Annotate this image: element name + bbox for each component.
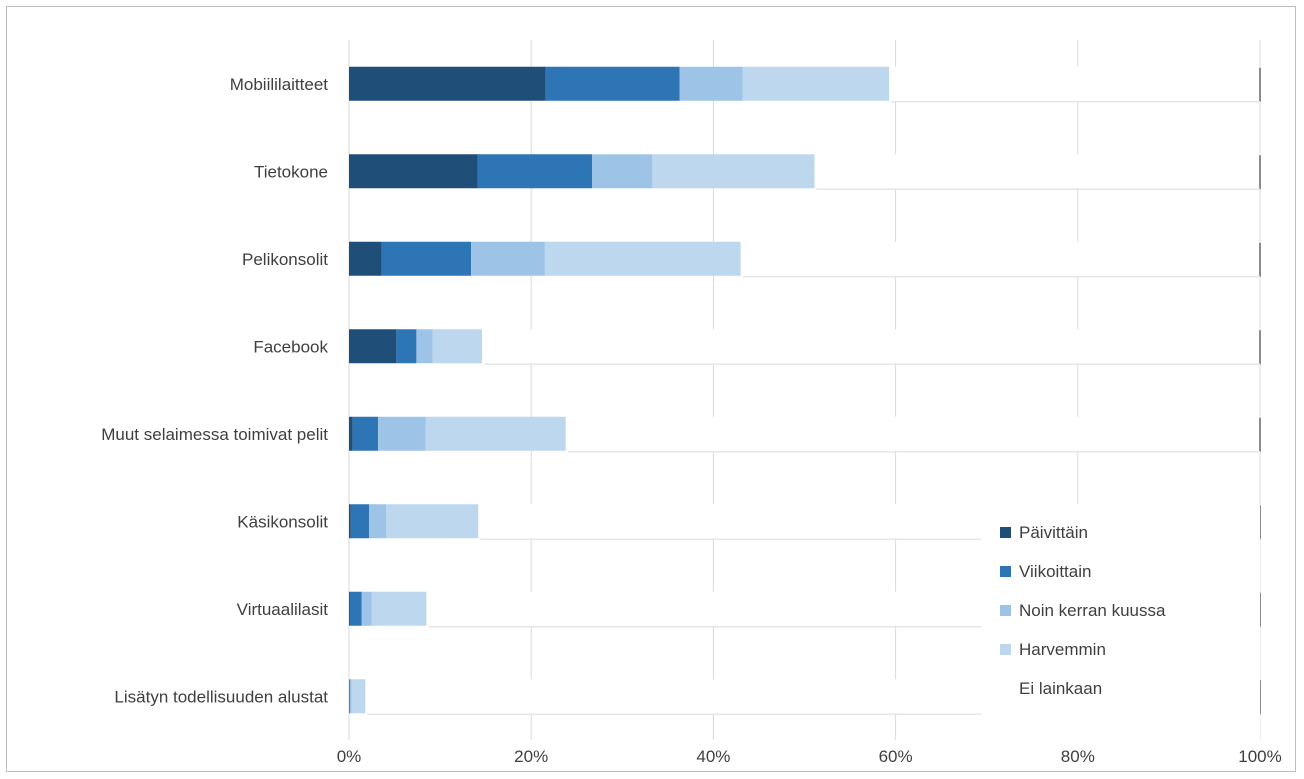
bar-segment xyxy=(378,416,426,451)
x-tick-label: 0% xyxy=(337,747,362,766)
bar-segment xyxy=(482,329,1261,364)
bar-segment xyxy=(371,591,427,626)
category-label: Tietokone xyxy=(254,162,328,181)
legend-label: Ei lainkaan xyxy=(1019,679,1102,698)
bar-segment xyxy=(742,66,890,101)
bar-segment xyxy=(471,241,545,276)
x-tick-label: 20% xyxy=(514,747,548,766)
bar-segment xyxy=(350,504,370,539)
bar-segment xyxy=(565,416,1260,451)
bar-segment xyxy=(814,154,1260,189)
bar-segment xyxy=(349,66,546,101)
legend-swatch xyxy=(1000,566,1011,577)
bar-segment xyxy=(349,679,350,714)
category-label: Facebook xyxy=(253,337,328,356)
bar-segment xyxy=(416,329,433,364)
bar-segment xyxy=(592,154,653,189)
legend: Päivittäin Viikoittain Noin kerran kuussa H… xyxy=(981,505,1260,740)
bar-segment xyxy=(349,416,353,451)
category-label: Pelikonsolit xyxy=(242,250,328,269)
bar-segment xyxy=(349,591,350,626)
legend-swatch xyxy=(1000,605,1011,616)
legend-background xyxy=(981,505,1260,740)
category-labels: Mobiililaitteet Tietokone Pelikonsolit Face… xyxy=(101,75,328,707)
x-tick-label: 60% xyxy=(879,747,913,766)
legend-swatch xyxy=(1000,527,1011,538)
bar-segment xyxy=(349,154,478,189)
legend-label: Harvemmin xyxy=(1019,640,1106,659)
category-label: Lisätyn todellisuuden alustat xyxy=(114,687,328,706)
bar-segment xyxy=(349,329,397,364)
category-label: Mobiililaitteet xyxy=(230,75,329,94)
bar-segment xyxy=(351,679,366,714)
bar-segment xyxy=(386,504,479,539)
legend-label: Viikoittain xyxy=(1019,562,1091,581)
bar-segment xyxy=(349,679,352,714)
bar-segment xyxy=(740,241,1260,276)
bar-segment xyxy=(477,154,593,189)
bar-segment xyxy=(425,416,566,451)
bar-segment xyxy=(349,241,382,276)
bar-segment xyxy=(889,66,1260,101)
category-label: Virtuaalilasit xyxy=(237,600,329,619)
bar-segment xyxy=(396,329,417,364)
bar-segment xyxy=(349,504,351,539)
category-label: Muut selaimessa toimivat pelit xyxy=(101,425,328,444)
legend-label: Noin kerran kuussa xyxy=(1019,601,1166,620)
bar-segment xyxy=(545,66,680,101)
bar-segment xyxy=(432,329,483,364)
bar-segment xyxy=(652,154,815,189)
bar-segment xyxy=(381,241,472,276)
x-tick-label: 100% xyxy=(1238,747,1281,766)
legend-label: Päivittäin xyxy=(1019,523,1088,542)
x-tick-label: 80% xyxy=(1061,747,1095,766)
bar-segment xyxy=(352,416,379,451)
bar-segment xyxy=(361,591,372,626)
x-tick-labels: 0% 20% 40% 60% 80% 100% xyxy=(337,747,1282,766)
bar-segment xyxy=(369,504,387,539)
bar-segment xyxy=(544,241,741,276)
legend-swatch xyxy=(1000,683,1011,694)
x-tick-label: 40% xyxy=(696,747,730,766)
category-label: Käsikonsolit xyxy=(237,512,328,531)
bar-segment xyxy=(679,66,743,101)
legend-swatch xyxy=(1000,644,1011,655)
bar-segment xyxy=(349,591,362,626)
